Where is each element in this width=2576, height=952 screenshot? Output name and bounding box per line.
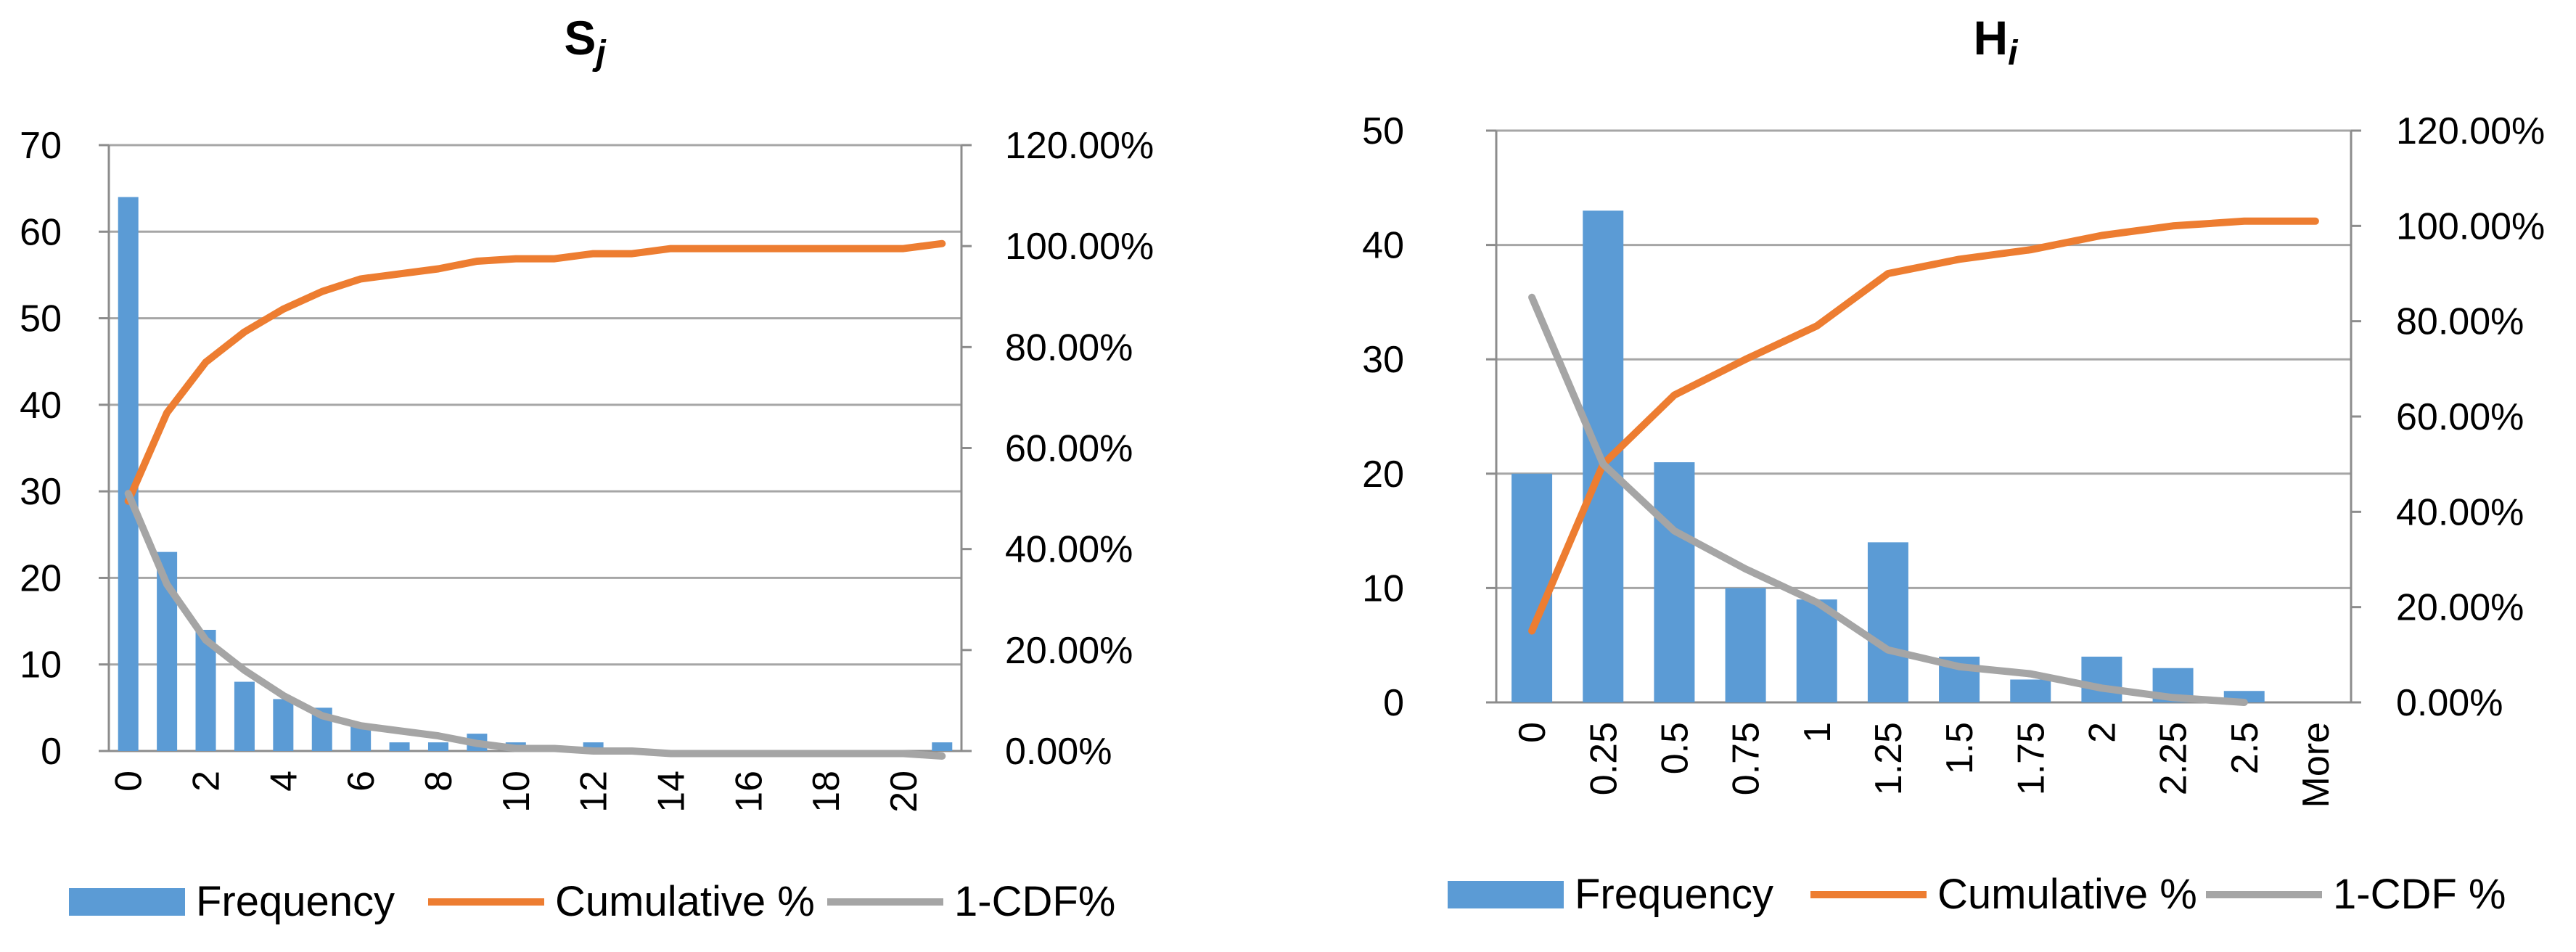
y-left-tick-label: 30 bbox=[1362, 339, 1404, 381]
bar-frequency bbox=[1654, 462, 1695, 702]
bar-frequency bbox=[932, 742, 953, 751]
bar-frequency bbox=[1511, 473, 1553, 702]
bar-frequency bbox=[389, 742, 410, 751]
x-tick-label: 6 bbox=[340, 771, 382, 792]
y-right-tick-label: 100.00% bbox=[2396, 205, 2545, 247]
x-tick-label: 0 bbox=[1511, 722, 1554, 743]
bar-frequency bbox=[1867, 542, 1908, 702]
x-tick-label: 8 bbox=[418, 771, 460, 792]
y-right-tick-label: 0.00% bbox=[1005, 731, 1112, 773]
y-left-tick-label: 0 bbox=[41, 731, 62, 773]
x-tick-label: 1 bbox=[1797, 722, 1839, 743]
x-tick-label: 2.25 bbox=[2153, 722, 2195, 795]
line-one-minus-cdf bbox=[1528, 293, 2248, 706]
x-tick-label: 2 bbox=[2081, 722, 2123, 743]
legend-swatch-frequency bbox=[1448, 881, 1564, 908]
y-left-tick-label: 50 bbox=[20, 298, 62, 340]
line-one-minus-cdf bbox=[124, 490, 946, 760]
chart-title-subscript: i bbox=[2008, 34, 2019, 73]
bar-frequency bbox=[2081, 656, 2122, 702]
x-tick-label: 1.25 bbox=[1868, 722, 1910, 795]
chart-title: Hi bbox=[1973, 11, 2019, 73]
bar-frequency bbox=[1796, 599, 1837, 702]
legend-swatch-frequency bbox=[69, 888, 185, 916]
bar-frequency bbox=[427, 742, 448, 751]
y-right-tick-label: 40.00% bbox=[1005, 529, 1133, 571]
line-cumulative bbox=[124, 239, 946, 505]
x-tick-label: 20 bbox=[883, 771, 925, 813]
y-left-tick-label: 40 bbox=[1362, 225, 1404, 267]
x-tick-label: More bbox=[2295, 722, 2337, 808]
chart-title: Sj bbox=[564, 11, 607, 73]
y-left-tick-label: 50 bbox=[1362, 110, 1404, 152]
x-tick-label: 18 bbox=[805, 771, 848, 813]
y-left-tick-label: 60 bbox=[20, 211, 62, 253]
x-tick-label: 12 bbox=[573, 771, 615, 813]
bar-frequency bbox=[1725, 588, 1766, 702]
y-left-tick-label: 70 bbox=[20, 125, 62, 167]
y-right-tick-label: 60.00% bbox=[2396, 396, 2524, 438]
legend-label: 1-CDF % bbox=[2333, 871, 2506, 918]
x-tick-label: 2 bbox=[186, 771, 228, 792]
chart-title-subscript: j bbox=[591, 34, 607, 73]
x-tick-label: 2.5 bbox=[2224, 722, 2266, 774]
x-tick-label: 14 bbox=[650, 771, 692, 813]
legend-label: 1-CDF% bbox=[954, 878, 1115, 925]
y-right-tick-label: 40.00% bbox=[2396, 491, 2524, 533]
y-left-tick-label: 40 bbox=[20, 385, 62, 427]
bar-frequency bbox=[118, 197, 139, 752]
y-left-tick-label: 20 bbox=[1362, 454, 1404, 496]
y-left-tick-label: 0 bbox=[1383, 682, 1404, 724]
x-tick-label: 1.5 bbox=[1939, 722, 1981, 774]
legend-label: Frequency bbox=[196, 878, 395, 925]
x-tick-label: 10 bbox=[496, 771, 538, 813]
y-right-tick-label: 100.00% bbox=[1005, 226, 1154, 268]
x-tick-label: 0.5 bbox=[1654, 722, 1696, 774]
x-tick-label: 0 bbox=[108, 771, 150, 792]
y-left-tick-label: 20 bbox=[20, 557, 62, 599]
y-right-tick-label: 0.00% bbox=[2396, 682, 2503, 724]
y-right-tick-label: 120.00% bbox=[2396, 110, 2545, 152]
legend-label: Cumulative % bbox=[1937, 871, 2197, 918]
y-right-tick-label: 60.00% bbox=[1005, 428, 1133, 470]
y-right-tick-label: 120.00% bbox=[1005, 125, 1154, 167]
line-cumulative bbox=[1528, 217, 2319, 635]
chart-title-main: S bbox=[564, 11, 596, 65]
y-right-tick-label: 80.00% bbox=[2396, 301, 2524, 343]
legend-label: Frequency bbox=[1575, 871, 1773, 918]
x-tick-label: 16 bbox=[728, 771, 770, 813]
legend-label: Cumulative % bbox=[555, 878, 815, 925]
y-left-tick-label: 10 bbox=[1362, 567, 1404, 610]
chart-sj: Sj0102030405060700.00%20.00%40.00%60.00%… bbox=[20, 11, 1154, 925]
y-right-tick-label: 20.00% bbox=[1005, 630, 1133, 672]
bar-frequency bbox=[234, 681, 255, 751]
y-left-tick-label: 10 bbox=[20, 644, 62, 686]
y-left-tick-label: 30 bbox=[20, 471, 62, 513]
y-right-tick-label: 80.00% bbox=[1005, 327, 1133, 369]
x-tick-label: 0.25 bbox=[1583, 722, 1625, 795]
bar-frequency bbox=[583, 742, 604, 751]
x-tick-label: 1.75 bbox=[2010, 722, 2052, 795]
x-tick-label: 4 bbox=[263, 771, 305, 792]
chart-hi: Hi010203040500.00%20.00%40.00%60.00%80.0… bbox=[1362, 11, 2545, 918]
bar-frequency bbox=[2010, 679, 2051, 702]
chart-title-main: H bbox=[1973, 11, 2008, 65]
y-right-tick-label: 20.00% bbox=[2396, 587, 2524, 629]
x-tick-label: 0.75 bbox=[1726, 722, 1768, 795]
bar-frequency bbox=[273, 699, 294, 751]
bar-frequency bbox=[195, 630, 216, 751]
